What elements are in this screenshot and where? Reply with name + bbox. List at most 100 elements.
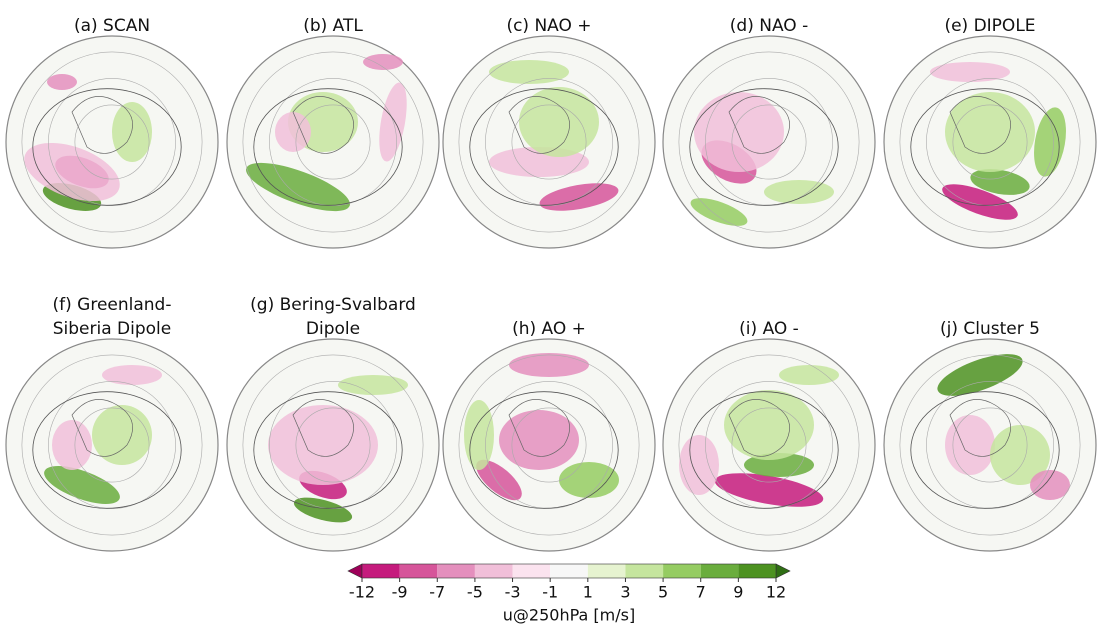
coastline xyxy=(71,96,133,154)
latitude-line xyxy=(952,104,1028,180)
latitude-line xyxy=(731,104,807,180)
anomaly-blob xyxy=(1030,470,1070,500)
map-panel xyxy=(883,338,1097,552)
latitude-line xyxy=(899,51,1081,233)
map-panel xyxy=(662,338,876,552)
anomaly-blob xyxy=(112,102,152,162)
coastline xyxy=(292,96,354,154)
latitude-line xyxy=(21,51,203,233)
colorbar-label: u@250hPa [m/s] xyxy=(503,606,635,625)
panel-title: (c) NAO + xyxy=(506,16,591,36)
anomaly-blob xyxy=(246,162,350,212)
coastline xyxy=(508,96,570,154)
latitude-line xyxy=(926,78,1054,206)
colorbar-tick-label: 3 xyxy=(620,583,630,602)
anomaly-blob xyxy=(44,466,120,504)
anomaly-blob xyxy=(499,410,579,470)
latitude-line xyxy=(269,381,397,509)
latitude-line xyxy=(74,407,150,483)
latitude-line xyxy=(952,407,1028,483)
anomaly-blob xyxy=(338,375,408,395)
map-panel xyxy=(883,35,1097,249)
map-panel xyxy=(442,338,656,552)
colorbar-tick-label: -3 xyxy=(505,583,521,602)
map-panel xyxy=(226,338,440,552)
panel-title: (j) Cluster 5 xyxy=(940,319,1040,339)
colorbar-segment xyxy=(738,564,776,578)
contour-line xyxy=(689,88,839,206)
colorbar-segment xyxy=(437,564,475,578)
panel-title: (h) AO + xyxy=(512,319,586,339)
coastline xyxy=(71,399,133,457)
contour-line xyxy=(253,391,403,509)
anomaly-blob xyxy=(970,169,1030,195)
panel-title: (e) DIPOLE xyxy=(944,16,1035,36)
anomaly-blob xyxy=(52,420,92,470)
map-disk xyxy=(5,35,219,249)
contour-line xyxy=(689,391,839,509)
latitude-line xyxy=(678,51,860,233)
colorbar-over xyxy=(775,563,791,579)
contour-line xyxy=(469,391,619,509)
anomaly-blob xyxy=(937,354,1023,396)
anomaly-blob xyxy=(714,473,824,507)
latitude-line xyxy=(295,407,371,483)
latitude-line xyxy=(731,407,807,483)
coastline xyxy=(949,96,1011,154)
colorbar-under xyxy=(347,563,363,579)
anomaly-blob xyxy=(464,400,494,470)
panel-title: Siberia Dipole xyxy=(53,319,172,339)
latitude-line xyxy=(21,354,203,536)
colorbar-segment xyxy=(663,564,701,578)
colorbar-tick-label: -5 xyxy=(467,583,483,602)
contour-line xyxy=(32,88,182,206)
coastline xyxy=(508,399,570,457)
anomaly-blob xyxy=(519,87,599,157)
latitude-line xyxy=(458,51,640,233)
colorbar-tick-label: 5 xyxy=(658,583,668,602)
latitude-line xyxy=(485,78,613,206)
anomaly-blob xyxy=(476,459,522,501)
colorbar-segment xyxy=(625,564,664,578)
anomaly-blob xyxy=(489,60,569,84)
latitude-line xyxy=(511,407,587,483)
anomaly-blob xyxy=(47,74,77,90)
contour-line xyxy=(253,88,403,206)
colorbar-tick-label: -9 xyxy=(392,583,408,602)
latitude-line xyxy=(705,381,833,509)
contour-line xyxy=(910,391,1060,509)
latitude-line xyxy=(242,51,424,233)
colorbar: -12 -9 -7 -5 -3 -1 1 3 5 7 9 12 u@250hPa [m/s] xyxy=(347,563,791,625)
coastline xyxy=(728,399,790,457)
map-panel xyxy=(662,35,876,249)
anomaly-blob xyxy=(930,62,1010,82)
contour-line xyxy=(469,88,619,206)
colorbar-tick-label: -1 xyxy=(542,583,558,602)
anomaly-blob xyxy=(275,112,311,152)
anomaly-blob xyxy=(945,92,1035,172)
colorbar-tick-label: 7 xyxy=(696,583,706,602)
colorbar-segment xyxy=(587,564,626,578)
anomaly-blob xyxy=(559,462,619,498)
latitude-line xyxy=(458,354,640,536)
anomaly-blob xyxy=(24,142,120,202)
map-panel xyxy=(442,35,656,249)
panel-title: (a) SCAN xyxy=(74,16,150,36)
colorbar-tick-label: -7 xyxy=(429,583,445,602)
contour-line xyxy=(910,88,1060,206)
latitude-line xyxy=(48,78,176,206)
latitude-line xyxy=(48,381,176,509)
colorbar-tick-label: 1 xyxy=(583,583,593,602)
anomaly-blob xyxy=(942,184,1018,220)
anomaly-blob xyxy=(509,353,589,377)
latitude-line xyxy=(485,381,613,509)
latitude-line xyxy=(242,354,424,536)
latitude-line xyxy=(899,354,1081,536)
anomaly-blob xyxy=(679,435,719,495)
latitude-line xyxy=(678,354,860,536)
colorbar-segment xyxy=(700,564,739,578)
panel-title: (f) Greenland- xyxy=(53,295,172,315)
panel-title: Dipole xyxy=(306,319,360,339)
anomaly-blob xyxy=(724,390,814,460)
